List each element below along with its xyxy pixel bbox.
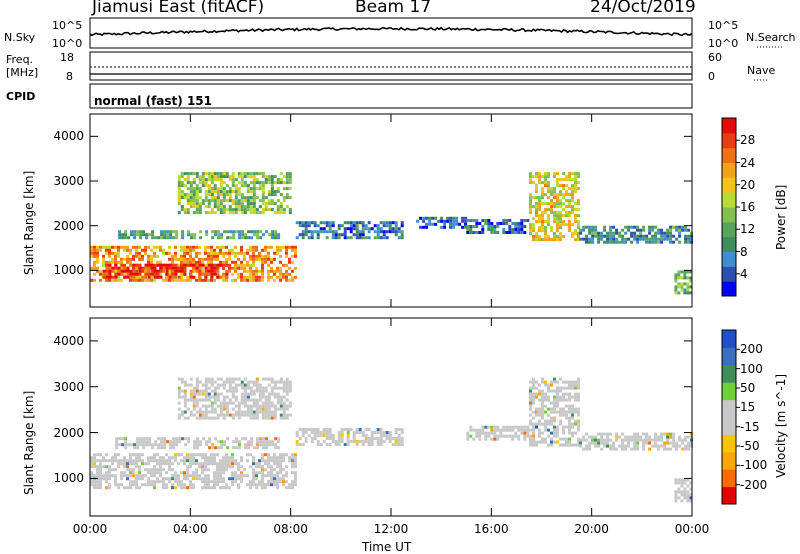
power-colorbar-tick-label-2: 12 <box>740 222 756 237</box>
power-echo-region-9 <box>674 270 693 295</box>
date-title: 24/Oct/2019 <box>590 0 696 17</box>
velocity-colorbar-seg-8 <box>722 347 736 366</box>
power-echo-region-3 <box>177 172 292 215</box>
nsky-label: N.Sky <box>4 31 36 44</box>
velocity-colorbar-tick-label-5: 50 <box>740 381 756 395</box>
cpid-label: CPID <box>6 90 36 103</box>
velocity-colorbar-seg-2 <box>722 451 736 470</box>
velocity-colorbar-tick-label-3: -15 <box>740 419 760 434</box>
velocity-colorbar-tick-label-4: 15 <box>740 400 756 415</box>
freq-panel <box>89 51 693 81</box>
velocity-ytick-label-3: 4000 <box>53 333 84 348</box>
beam-title: Beam 17 <box>355 0 432 17</box>
velocity-colorbar-seg-4 <box>722 417 736 435</box>
velocity-colorbar-tick-label-7: 200 <box>740 342 763 357</box>
power-colorbar-tick-label-6: 28 <box>740 133 756 148</box>
power-colorbar-seg-1 <box>722 266 736 282</box>
freq-tick-high: 18 <box>60 51 74 64</box>
power-echo-region-1 <box>102 263 229 279</box>
velocity-colorbar-tick-label-0: -200 <box>740 477 768 492</box>
nave-tick-high: 60 <box>708 51 722 64</box>
nsky-panel <box>89 17 693 49</box>
velocity-colorbar-tick-label-6: 100 <box>740 361 763 376</box>
xtick-label-6: 00:00 <box>674 522 710 536</box>
velocity-ytick-label-2: 3000 <box>53 379 84 394</box>
power-colorbar-seg-0 <box>722 281 736 297</box>
velocity-echo-region-1 <box>115 437 281 450</box>
power-colorbar-tick-label-0: 4 <box>740 266 748 281</box>
nsky-tick-high: 10^5 <box>52 19 83 32</box>
power-colorbar-tick-label-5: 24 <box>740 155 756 170</box>
velocity-colorbar-tick-label-1: -100 <box>740 458 768 473</box>
xtick-label-3: 12:00 <box>373 522 409 536</box>
nsky-trace <box>89 26 693 37</box>
x-axis-label: Time UT <box>362 540 412 554</box>
velocity-echo-region-6 <box>579 432 694 451</box>
power-echo-region-5 <box>416 216 468 229</box>
velocity-echo-region-4 <box>466 425 530 441</box>
velocity-colorbar-seg-6 <box>722 382 736 401</box>
station-title: Jiamusi East (fitACF) <box>92 0 265 17</box>
power-colorbar-seg-9 <box>722 147 736 163</box>
power-echo-region-4 <box>295 221 404 240</box>
power-ytick-label-1: 2000 <box>53 218 84 233</box>
power-colorbar-seg-3 <box>722 236 736 252</box>
velocity-echo-region-2 <box>177 377 292 420</box>
nsearch-label: N.Search <box>746 31 796 44</box>
xtick-label-4: 16:00 <box>474 522 509 536</box>
power-colorbar-seg-2 <box>722 251 736 267</box>
power-ytick-label-0: 1000 <box>53 263 84 278</box>
freq-unit: [MHz] <box>6 66 39 79</box>
power-colorbar-tick-label-1: 8 <box>740 244 748 259</box>
velocity-colorbar-seg-7 <box>722 364 736 383</box>
power-echo-region-7 <box>529 172 580 242</box>
freq-label: Freq. <box>6 53 34 66</box>
power-colorbar-tick-label-4: 20 <box>740 177 756 192</box>
cpid-value: normal (fast) 151 <box>94 94 212 108</box>
velocity-colorbar-tick-label-2: -50 <box>740 439 760 453</box>
freq-tick-low: 8 <box>66 70 73 83</box>
power-colorbar-seg-8 <box>722 162 736 178</box>
velocity-colorbar-seg-1 <box>722 469 736 488</box>
velocity-colorbar-seg-5 <box>722 399 736 418</box>
power-ytick-label-3: 4000 <box>53 129 84 144</box>
power-echo-region-6 <box>466 219 530 234</box>
nsky-tick-low: 10^0 <box>52 37 83 50</box>
nave-tick-low: 0 <box>708 70 715 83</box>
velocity-colorbar-seg-0 <box>722 486 736 505</box>
velocity-colorbar-seg-3 <box>722 434 736 453</box>
nave-label: Nave <box>747 64 776 77</box>
xtick-label-1: 04:00 <box>173 522 208 536</box>
power-colorbar-seg-11 <box>722 118 736 134</box>
velocity-ytick-label-1: 2000 <box>53 425 84 440</box>
power-colorbar-seg-6 <box>722 192 736 208</box>
xtick-label-0: 00:00 <box>72 522 108 536</box>
power-echo-region-2 <box>118 230 281 240</box>
xtick-label-2: 08:00 <box>273 522 308 536</box>
velocity-colorbar-frame <box>721 329 737 505</box>
power-colorbar-seg-4 <box>722 221 736 238</box>
velocity-ytick-label-0: 1000 <box>53 471 84 486</box>
power-colorbar-tick-label-3: 16 <box>740 200 756 214</box>
velocity-echo-region-7 <box>674 478 693 503</box>
velocity-echo-region-0 <box>90 453 297 490</box>
cpid-panel <box>89 83 693 109</box>
nsearch-tick-low: 10^0 <box>708 37 739 50</box>
xtick-label-5: 20:00 <box>574 522 609 536</box>
power-ytick-label-2: 3000 <box>53 174 84 188</box>
power-colorbar-seg-5 <box>722 207 736 223</box>
velocity-echo-region-3 <box>295 428 404 446</box>
velocity-colorbar-seg-9 <box>722 330 736 348</box>
power-colorbar-seg-7 <box>722 177 736 193</box>
power-colorbar-seg-10 <box>722 132 736 149</box>
velocity-echo-region-5 <box>529 377 580 447</box>
nsearch-tick-high: 10^5 <box>708 19 739 32</box>
power-echo-region-8 <box>579 225 694 244</box>
